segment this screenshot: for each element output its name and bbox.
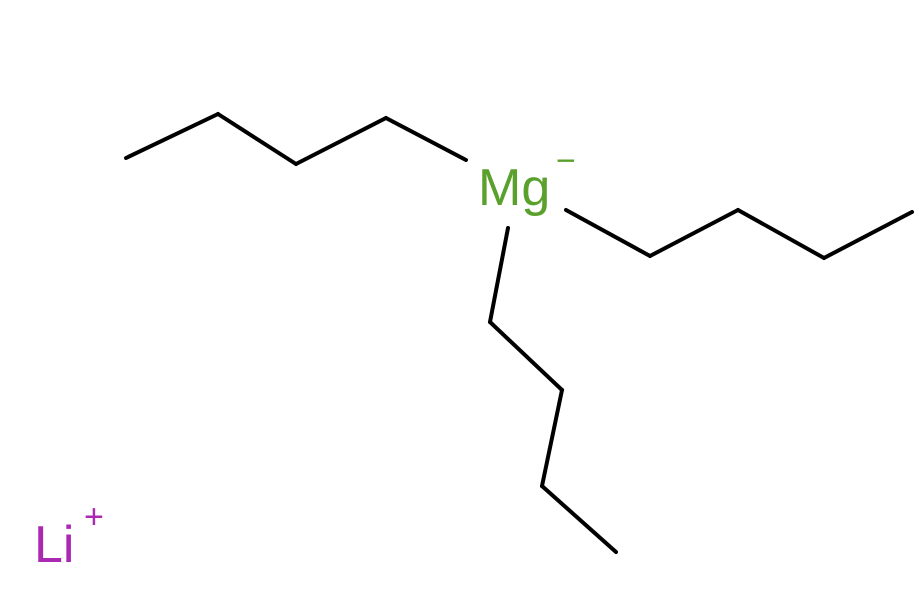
mg-charge: − <box>556 142 576 180</box>
right-butyl-bond-0 <box>566 210 650 256</box>
lower-butyl-bond-2 <box>542 390 562 486</box>
upper-left-butyl-bond-1 <box>296 118 386 164</box>
right-butyl-bond-2 <box>738 210 824 258</box>
li-charge: + <box>84 498 104 536</box>
right-butyl-bond-3 <box>824 212 912 258</box>
mg-label: Mg <box>478 159 550 217</box>
lower-butyl-bond-3 <box>542 486 616 552</box>
upper-left-butyl-bond-0 <box>386 118 466 160</box>
upper-left-butyl-bond-2 <box>218 114 296 164</box>
lower-butyl-bond-0 <box>490 228 508 322</box>
upper-left-butyl-bond-3 <box>126 114 218 158</box>
li-label: Li <box>34 516 74 574</box>
lower-butyl-bond-1 <box>490 322 562 390</box>
molecule-canvas: Mg− Li + <box>0 0 918 596</box>
right-butyl-bond-1 <box>650 210 738 256</box>
